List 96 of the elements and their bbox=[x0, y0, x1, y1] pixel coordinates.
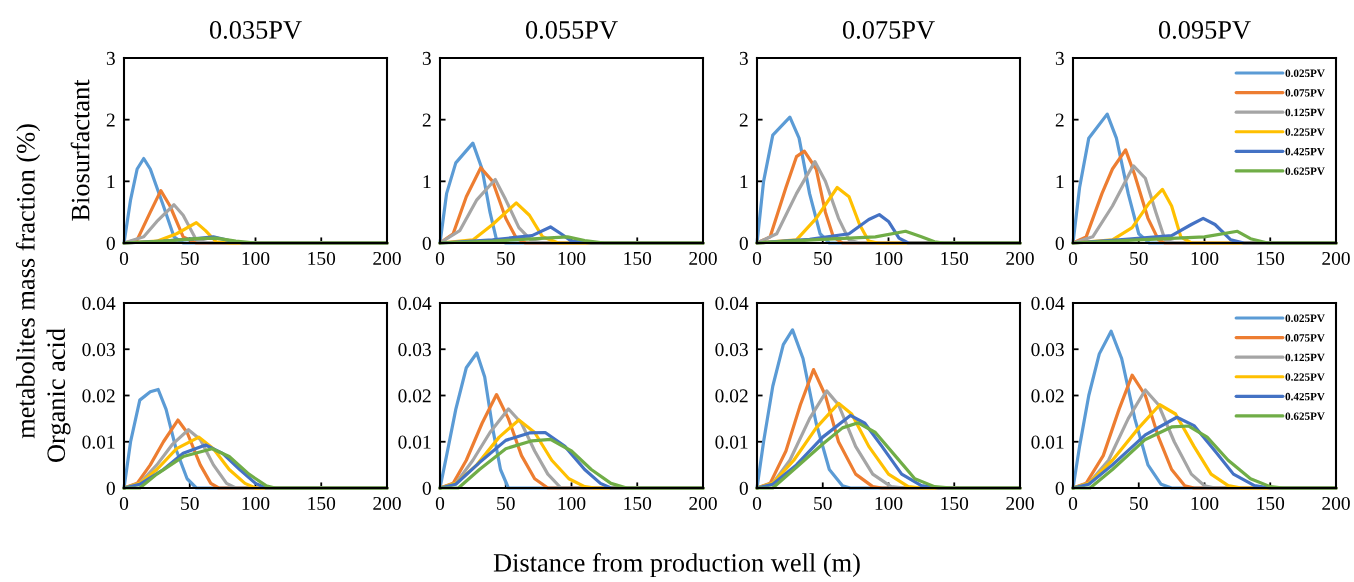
x-tick-label: 100 bbox=[242, 496, 270, 511]
x-tick-label: 100 bbox=[875, 251, 903, 266]
legend-label: 0.425PV bbox=[1285, 147, 1325, 156]
x-tick-label: 0 bbox=[1068, 251, 1078, 266]
x-tick-label: 0 bbox=[435, 251, 445, 266]
x-tick-label: 50 bbox=[814, 496, 832, 511]
y-tick-label: 0.04 bbox=[398, 296, 432, 311]
x-tick-label: 150 bbox=[1257, 496, 1285, 511]
x-tick-label: 100 bbox=[875, 496, 903, 511]
y-tick-label: 1 bbox=[107, 175, 115, 189]
legend-label: 0.075PV bbox=[1285, 89, 1325, 97]
legend-label: 0.625PV bbox=[1285, 167, 1325, 175]
chart-title: 0.055PV bbox=[525, 21, 618, 39]
x-tick-label: 100 bbox=[1191, 251, 1219, 266]
y-tick-label: 2 bbox=[106, 113, 115, 127]
x-tick-label: 0 bbox=[119, 496, 129, 511]
x-tick-label: 150 bbox=[624, 496, 652, 511]
x-tick-label: 200 bbox=[689, 251, 717, 266]
x-tick-label: 200 bbox=[1006, 251, 1034, 266]
x-tick-label: 150 bbox=[308, 251, 336, 266]
y-tick-label: 0 bbox=[739, 236, 748, 250]
y-tick-label: 0 bbox=[106, 481, 115, 495]
legend-label: 0.075PV bbox=[1285, 334, 1325, 342]
x-tick-label: 0 bbox=[1068, 496, 1078, 511]
x-tick-label: 150 bbox=[308, 496, 336, 511]
x-tick-label: 150 bbox=[941, 251, 969, 266]
y-tick-label: 0 bbox=[1055, 481, 1064, 495]
y-tick-label: 0.03 bbox=[82, 343, 115, 357]
x-tick-label: 100 bbox=[1191, 496, 1219, 511]
x-tick-label: 0 bbox=[119, 251, 129, 266]
y-tick-label: 0 bbox=[1055, 236, 1064, 250]
chart-title: 0.095PV bbox=[1158, 21, 1251, 39]
x-tick-label: 150 bbox=[1257, 251, 1285, 266]
legend-label: 0.125PV bbox=[1285, 108, 1325, 117]
y-tick-label: 0 bbox=[422, 481, 431, 495]
legend-label: 0.025PV bbox=[1285, 314, 1325, 323]
x-tick-label: 200 bbox=[689, 496, 717, 511]
legend-label: 0.025PV bbox=[1285, 69, 1325, 78]
y-tick-label: 0.02 bbox=[1031, 389, 1064, 403]
x-tick-label: 50 bbox=[181, 251, 199, 266]
x-tick-label: 200 bbox=[1322, 251, 1350, 266]
y-tick-label: 3 bbox=[106, 51, 115, 65]
y-tick-label: 0.03 bbox=[398, 343, 431, 357]
x-tick-label: 50 bbox=[1130, 496, 1148, 511]
legend-label: 0.425PV bbox=[1285, 392, 1325, 401]
x-tick-label: 200 bbox=[373, 251, 401, 266]
x-tick-label: 150 bbox=[941, 496, 969, 511]
y-tick-label: 0 bbox=[739, 481, 748, 495]
legend-label: 0.625PV bbox=[1285, 412, 1325, 420]
x-tick-label: 50 bbox=[497, 251, 515, 266]
y-tick-label: 0 bbox=[422, 236, 431, 250]
y-tick-label: 0.02 bbox=[82, 389, 115, 403]
y-tick-label: 3 bbox=[739, 51, 748, 65]
chart-title: 0.035PV bbox=[209, 21, 302, 39]
y-tick-label: 0.01 bbox=[398, 435, 431, 449]
x-tick-label: 50 bbox=[814, 251, 832, 266]
y-tick-label: 0.02 bbox=[398, 389, 431, 403]
x-tick-label: 100 bbox=[558, 496, 586, 511]
y-tick-label: 0.04 bbox=[82, 296, 116, 311]
y-tick-label: 0.04 bbox=[715, 296, 749, 311]
legend-label: 0.225PV bbox=[1285, 373, 1325, 381]
y-axis-title: Biosurfactant bbox=[70, 79, 90, 221]
y-tick-label: 2 bbox=[739, 113, 748, 127]
x-tick-label: 200 bbox=[1322, 496, 1350, 511]
x-tick-label: 50 bbox=[1130, 251, 1148, 266]
y-tick-label: 2 bbox=[1055, 113, 1064, 127]
y-tick-label: 0.04 bbox=[1031, 296, 1065, 311]
x-tick-label: 200 bbox=[1006, 496, 1034, 511]
y-tick-label: 0 bbox=[106, 236, 115, 250]
y-tick-label: 3 bbox=[1055, 51, 1064, 65]
y-tick-label: 0.01 bbox=[82, 435, 115, 449]
y-tick-label: 1 bbox=[740, 175, 748, 189]
x-tick-label: 100 bbox=[558, 251, 586, 266]
text: Distance from production well (m) bbox=[493, 552, 860, 578]
y-tick-label: 3 bbox=[422, 51, 431, 65]
x-tick-label: 200 bbox=[373, 496, 401, 511]
y-tick-label: 1 bbox=[423, 175, 431, 189]
y-tick-label: 0.03 bbox=[715, 343, 748, 357]
legend-label: 0.225PV bbox=[1285, 128, 1325, 136]
y-axis-title: Organic acid bbox=[46, 328, 71, 462]
y-tick-label: 0.02 bbox=[715, 389, 748, 403]
x-tick-label: 0 bbox=[435, 496, 445, 511]
x-tick-label: 150 bbox=[624, 251, 652, 266]
y-tick-label: 2 bbox=[422, 113, 431, 127]
x-tick-label: 50 bbox=[181, 496, 199, 511]
y-tick-label: 0.01 bbox=[1031, 435, 1064, 449]
x-tick-label: 0 bbox=[752, 251, 762, 266]
legend-label: 0.125PV bbox=[1285, 353, 1325, 362]
y-tick-label: 1 bbox=[1056, 175, 1064, 189]
y-tick-label: 0.03 bbox=[1031, 343, 1064, 357]
x-tick-label: 0 bbox=[752, 496, 762, 511]
text: metabolites mass fraction (%) bbox=[15, 124, 41, 439]
chart-title: 0.075PV bbox=[842, 21, 935, 39]
x-tick-label: 100 bbox=[242, 251, 270, 266]
x-tick-label: 50 bbox=[497, 496, 515, 511]
y-tick-label: 0.01 bbox=[715, 435, 748, 449]
